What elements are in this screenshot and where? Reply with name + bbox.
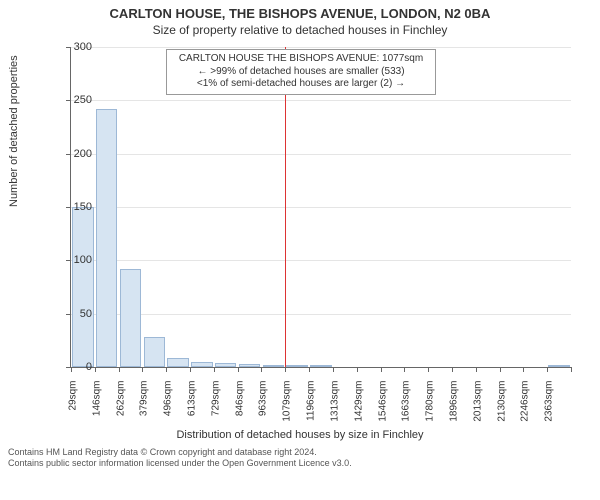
footer-line1: Contains HM Land Registry data © Crown c… (8, 447, 592, 458)
x-tick-label: 2130sqm (496, 381, 507, 441)
grid-line (71, 47, 571, 48)
bar (72, 207, 93, 367)
annotation-line2: ← >99% of detached houses are smaller (5… (173, 66, 429, 79)
x-tick-label: 262sqm (115, 381, 126, 441)
x-tick-label: 29sqm (68, 381, 79, 441)
chart-title-block: CARLTON HOUSE, THE BISHOPS AVENUE, LONDO… (0, 0, 600, 37)
bar (167, 358, 188, 367)
annotation-line3: <1% of semi-detached houses are larger (… (173, 78, 429, 91)
x-tick-label: 2363sqm (544, 381, 555, 441)
x-tick (571, 367, 572, 372)
annotation-box: CARLTON HOUSE THE BISHOPS AVENUE: 1077sq… (166, 49, 436, 95)
x-tick (190, 367, 191, 372)
bar (215, 363, 236, 367)
x-tick (142, 367, 143, 372)
x-tick (476, 367, 477, 372)
x-tick (238, 367, 239, 372)
plot-area: CARLTON HOUSE THE BISHOPS AVENUE: 1077sq… (70, 47, 571, 368)
bar (144, 337, 165, 367)
y-axis-title: Number of detached properties (8, 55, 20, 207)
x-tick-label: 963sqm (258, 381, 269, 441)
x-tick (404, 367, 405, 372)
annotation-line1: CARLTON HOUSE THE BISHOPS AVENUE: 1077sq… (173, 53, 429, 66)
x-tick-label: 1780sqm (425, 381, 436, 441)
bar (310, 365, 331, 367)
x-tick-label: 1896sqm (448, 381, 459, 441)
x-tick (523, 367, 524, 372)
x-tick (309, 367, 310, 372)
title-line1: CARLTON HOUSE, THE BISHOPS AVENUE, LONDO… (0, 6, 600, 21)
x-tick (95, 367, 96, 372)
bar (96, 109, 117, 367)
x-tick (452, 367, 453, 372)
bar (191, 362, 212, 367)
bar (263, 365, 284, 367)
bar (239, 364, 260, 367)
x-tick (428, 367, 429, 372)
grid-line (71, 260, 571, 261)
x-tick-label: 2246sqm (520, 381, 531, 441)
x-tick (166, 367, 167, 372)
y-tick-label: 250 (52, 94, 92, 106)
x-axis-title: Distribution of detached houses by size … (0, 429, 600, 441)
bar (120, 269, 141, 367)
y-tick-label: 150 (52, 201, 92, 213)
title-line2: Size of property relative to detached ho… (0, 23, 600, 37)
x-tick-label: 379sqm (139, 381, 150, 441)
x-tick (381, 367, 382, 372)
x-tick-label: 1313sqm (329, 381, 340, 441)
grid-line (71, 207, 571, 208)
x-tick (357, 367, 358, 372)
x-tick-label: 846sqm (234, 381, 245, 441)
y-tick-label: 50 (52, 308, 92, 320)
bar (548, 365, 569, 367)
x-tick-label: 1429sqm (353, 381, 364, 441)
x-tick-label: 729sqm (210, 381, 221, 441)
x-tick (214, 367, 215, 372)
grid-line (71, 100, 571, 101)
y-tick-label: 200 (52, 148, 92, 160)
x-tick (333, 367, 334, 372)
x-tick-label: 1546sqm (377, 381, 388, 441)
x-tick (119, 367, 120, 372)
footer-line2: Contains public sector information licen… (8, 458, 592, 469)
grid-line (71, 154, 571, 155)
x-tick-label: 1663sqm (401, 381, 412, 441)
y-tick-label: 300 (52, 41, 92, 53)
marker-line (285, 47, 286, 367)
chart: Number of detached properties CARLTON HO… (0, 37, 600, 447)
x-tick-label: 1196sqm (306, 381, 317, 441)
x-tick-label: 2013sqm (472, 381, 483, 441)
y-tick-label: 100 (52, 254, 92, 266)
x-tick (547, 367, 548, 372)
x-tick (285, 367, 286, 372)
grid-line (71, 314, 571, 315)
y-tick-label: 0 (52, 361, 92, 373)
x-tick-label: 613sqm (187, 381, 198, 441)
x-tick-label: 1079sqm (282, 381, 293, 441)
x-tick (500, 367, 501, 372)
x-tick (261, 367, 262, 372)
bar (286, 365, 307, 367)
x-tick-label: 146sqm (91, 381, 102, 441)
footer: Contains HM Land Registry data © Crown c… (0, 447, 600, 474)
x-tick-label: 496sqm (163, 381, 174, 441)
